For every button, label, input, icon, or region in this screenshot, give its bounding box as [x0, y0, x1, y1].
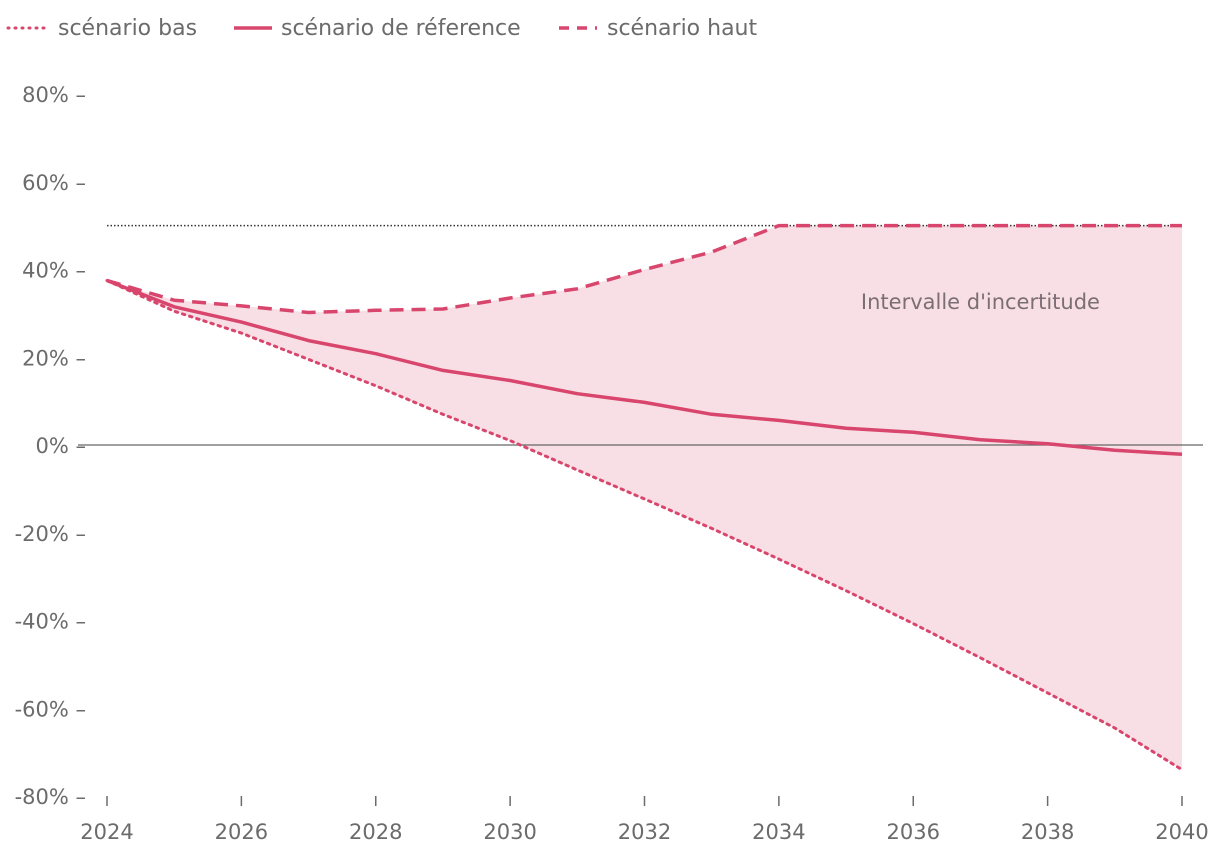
y-tick-label: 40% – [22, 259, 86, 283]
y-tick-label: 20% – [22, 346, 86, 370]
x-tick-label: 2028 [349, 820, 402, 844]
y-tick-label: -40% – [15, 610, 86, 634]
y-tick-label: 60% – [22, 171, 86, 195]
x-tick-label: 2036 [887, 820, 940, 844]
y-tick-label: 0% – [36, 434, 87, 458]
x-tick-label: 2026 [215, 820, 268, 844]
y-tick-label: 80% – [22, 83, 86, 107]
x-tick-label: 2038 [1021, 820, 1074, 844]
series-line-dotted [105, 279, 1184, 772]
legend-label: scénario de réference [281, 16, 521, 41]
series-line-dashed [106, 223, 1182, 315]
x-tick-label: 2024 [80, 820, 133, 844]
y-tick-label: -60% – [15, 697, 86, 721]
x-tick-label: 2040 [1155, 820, 1208, 844]
x-tick-label: 2034 [752, 820, 805, 844]
series-line-solid [106, 278, 1183, 456]
y-tick-label: -80% – [15, 785, 86, 809]
x-tick-label: 2030 [483, 820, 536, 844]
y-tick-label: -20% – [15, 522, 86, 546]
legend-label: scénario haut [607, 16, 757, 41]
band-annotation: Intervalle d'incertitude [861, 290, 1100, 314]
x-tick-label: 2032 [618, 820, 671, 844]
legend-label: scénario bas [58, 16, 197, 41]
